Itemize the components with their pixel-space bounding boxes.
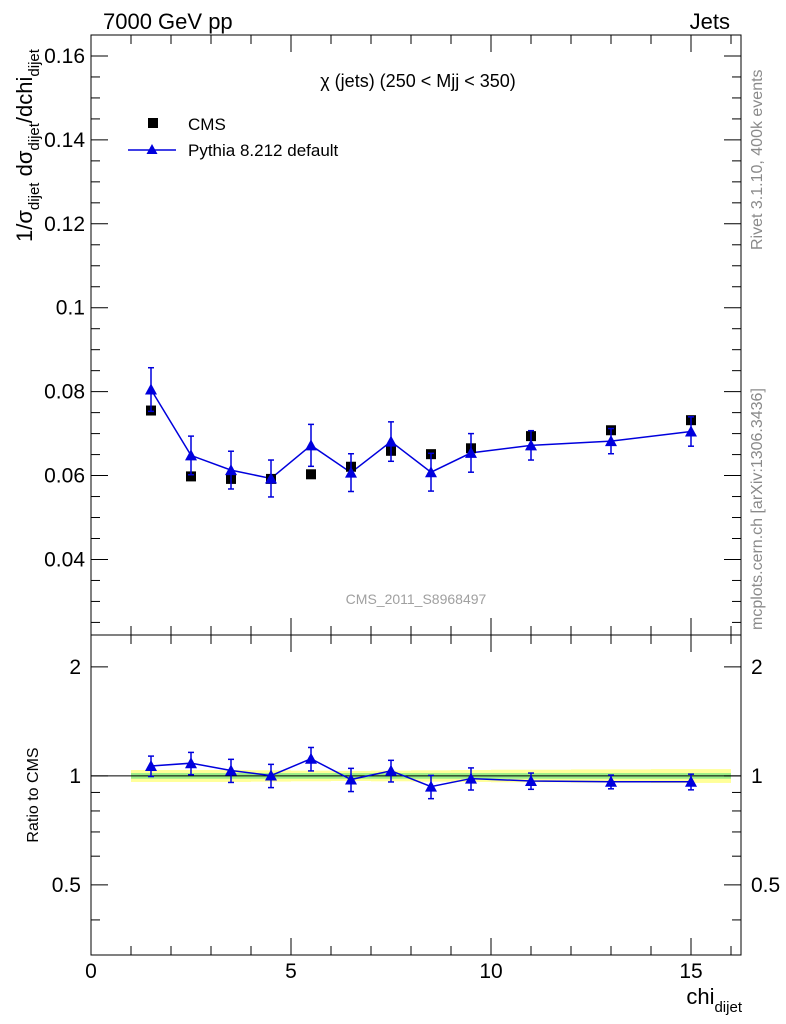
side-text-bottom: mcplots.cern.ch [arXiv:1306.3436] <box>749 388 766 630</box>
ratio-data-point <box>225 764 237 776</box>
ratio-y-tick-label-right: 1 <box>751 765 763 788</box>
pythia-data-point <box>465 446 477 458</box>
x-tick-label: 0 <box>85 960 97 983</box>
ratio-plot-frame <box>90 634 742 956</box>
ratio-data-point <box>525 774 537 786</box>
ratio-y-tick-label-right: 0.5 <box>751 874 780 897</box>
pythia-data-point <box>305 439 317 451</box>
main-title: χ (jets) (250 < Mjj < 350) <box>320 71 516 91</box>
main-y-tick-label: 0.1 <box>56 297 85 320</box>
ratio-plot: 0.5 0.5 1 1 2 2 0 5 10 15 Ratio to CMS chidijet <box>25 634 780 1016</box>
watermark: CMS_2011_S8968497 <box>346 591 487 607</box>
legend-label-pythia: Pythia 8.212 default <box>188 141 339 160</box>
pythia-data-point <box>345 466 357 478</box>
main-y-tick-label: 0.14 <box>44 129 85 152</box>
ratio-data-point <box>305 752 317 764</box>
main-plot: 0.04 0.06 0.08 0.1 0.12 0.14 0.16 χ (jets) (25… <box>12 34 742 636</box>
ratio-x-ticks <box>90 635 732 955</box>
main-y-tick-label: 0.04 <box>44 548 85 571</box>
ratio-data-point <box>385 764 397 776</box>
ratio-data-layer <box>145 746 697 800</box>
ratio-data-point <box>685 775 697 787</box>
cms-data-point <box>306 469 316 480</box>
ratio-data-point <box>145 759 157 771</box>
ratio-y-ticks <box>91 666 741 921</box>
main-data-layer <box>145 366 697 498</box>
legend-label-cms: CMS <box>188 115 226 134</box>
x-tick-label: 15 <box>679 960 702 983</box>
ratio-y-tick-label: 1 <box>69 765 81 788</box>
pythia-data-point <box>425 466 437 478</box>
ratio-y-axis-label: Ratio to CMS <box>25 747 42 842</box>
legend: CMS Pythia 8.212 default <box>128 115 339 160</box>
ratio-data-point <box>465 772 477 784</box>
main-y-tick-label: 0.08 <box>44 381 85 404</box>
ratio-x-tick-labels: 0 5 10 15 <box>85 960 703 983</box>
main-y-axis-label: 1/σdijet dσdijet/dchidijet <box>12 48 43 242</box>
main-y-ticks <box>91 34 741 623</box>
pythia-data-point <box>265 472 277 484</box>
pythia-data-point <box>385 435 397 447</box>
ratio-data-point <box>185 757 197 769</box>
ratio-y-tick-label: 0.5 <box>52 874 81 897</box>
header-right: Jets <box>690 9 730 34</box>
x-axis-label: chidijet <box>686 984 742 1016</box>
pythia-data-point <box>185 449 197 461</box>
pythia-data-point <box>225 464 237 476</box>
ratio-data-point <box>425 780 437 792</box>
main-y-tick-labels: 0.04 0.06 0.08 0.1 0.12 0.14 0.16 <box>44 45 85 571</box>
main-y-tick-label: 0.12 <box>44 213 85 236</box>
legend-marker-cms <box>148 118 158 128</box>
header-left: 7000 GeV pp <box>103 9 233 34</box>
x-tick-label: 5 <box>285 960 297 983</box>
pythia-data-point <box>525 439 537 451</box>
x-tick-label: 10 <box>479 960 502 983</box>
ratio-y-tick-label-right: 2 <box>751 656 763 679</box>
main-x-ticks <box>90 35 732 635</box>
ratio-y-tick-label: 2 <box>69 656 81 679</box>
side-text-top: Rivet 3.1.10, 400k events <box>749 69 766 250</box>
cms-data-point <box>186 471 196 482</box>
ratio-series-line <box>150 757 691 788</box>
legend-marker-pythia <box>146 144 158 154</box>
pythia-data-point <box>145 383 157 395</box>
ratio-data-point <box>265 769 277 781</box>
ratio-data-point <box>345 773 357 785</box>
pythia-data-point <box>605 435 617 447</box>
main-y-tick-label: 0.06 <box>44 465 85 488</box>
ratio-y-tick-labels: 0.5 0.5 1 1 2 2 <box>52 656 780 897</box>
ratio-data-point <box>605 775 617 787</box>
pythia-data-point <box>685 425 697 437</box>
pythia-series-line <box>150 389 692 480</box>
main-y-tick-label: 0.16 <box>44 45 85 68</box>
